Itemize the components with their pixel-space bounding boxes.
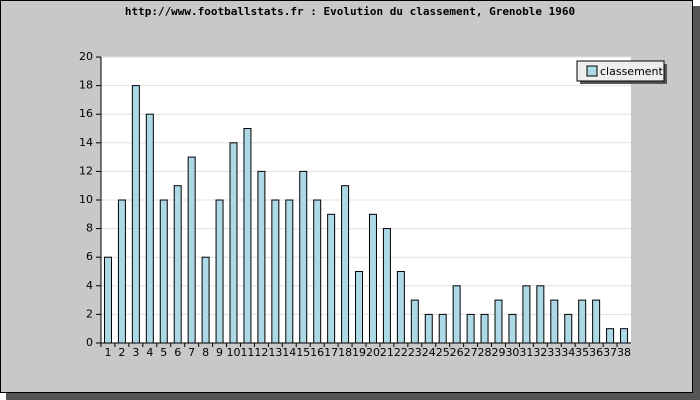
- bar: [466, 313, 475, 344]
- bar: [578, 299, 587, 344]
- x-tick-label: 35: [575, 346, 589, 359]
- x-tick-label: 8: [202, 346, 209, 359]
- x-tick-label: 26: [450, 346, 464, 359]
- legend-box: [576, 60, 665, 82]
- x-tick-label: 4: [146, 346, 153, 359]
- x-tick-label: 5: [160, 346, 167, 359]
- bar: [550, 299, 559, 344]
- bar: [396, 271, 405, 344]
- x-tick-label: 12: [254, 346, 268, 359]
- bar: [285, 199, 294, 344]
- x-tick-label: 29: [492, 346, 506, 359]
- bar: [606, 328, 615, 344]
- bar: [494, 299, 503, 344]
- y-tick-label: 16: [79, 107, 93, 120]
- bar: [410, 299, 419, 344]
- bar: [522, 285, 531, 344]
- bar: [536, 285, 545, 344]
- x-tick-label: 1: [104, 346, 111, 359]
- bar: [313, 199, 322, 344]
- x-tick-label: 19: [352, 346, 366, 359]
- bar: [299, 170, 308, 344]
- x-tick-label: 3: [132, 346, 139, 359]
- y-tick-label: 2: [86, 307, 93, 320]
- x-tick-label: 27: [464, 346, 478, 359]
- y-tick-label: 18: [79, 79, 93, 92]
- bar: [159, 199, 168, 344]
- y-tick-label: 8: [86, 222, 93, 235]
- x-tick-label: 31: [519, 346, 533, 359]
- bar: [452, 285, 461, 344]
- bar: [592, 299, 601, 344]
- y-tick-label: 20: [79, 50, 93, 63]
- x-tick-label: 10: [227, 346, 241, 359]
- x-tick-label: 25: [436, 346, 450, 359]
- x-tick-label: 17: [324, 346, 338, 359]
- x-tick-label: 32: [533, 346, 547, 359]
- bar: [187, 156, 196, 344]
- bar: [215, 199, 224, 344]
- x-tick-label: 2: [118, 346, 125, 359]
- bar: [368, 213, 377, 344]
- bar: [620, 328, 629, 344]
- bar: [201, 256, 210, 344]
- x-tick-label: 34: [561, 346, 575, 359]
- bar: [355, 271, 364, 344]
- x-tick-label: 23: [408, 346, 422, 359]
- x-tick-label: 20: [366, 346, 380, 359]
- x-tick-label: 24: [422, 346, 436, 359]
- bar: [117, 199, 126, 344]
- x-tick-label: 22: [394, 346, 408, 359]
- y-tick-label: 6: [86, 250, 93, 263]
- x-tick-label: 18: [338, 346, 352, 359]
- y-tick-label: 14: [79, 136, 93, 149]
- x-tick-label: 21: [380, 346, 394, 359]
- legend-label: classement: [600, 65, 664, 78]
- y-tick-label: 10: [79, 193, 93, 206]
- x-tick-label: 37: [603, 346, 617, 359]
- bar: [229, 142, 238, 344]
- x-tick-label: 15: [296, 346, 310, 359]
- bar: [131, 85, 140, 344]
- bar: [438, 313, 447, 344]
- x-tick-label: 38: [617, 346, 631, 359]
- bar: [382, 228, 391, 344]
- x-tick-label: 36: [589, 346, 603, 359]
- y-tick-label: 0: [86, 336, 93, 349]
- bar: [173, 185, 182, 344]
- x-tick-label: 9: [216, 346, 223, 359]
- legend-swatch: [586, 65, 598, 77]
- bar: [341, 185, 350, 344]
- y-tick-label: 4: [86, 279, 93, 292]
- x-tick-label: 7: [188, 346, 195, 359]
- x-tick-label: 6: [174, 346, 181, 359]
- bar: [145, 113, 154, 344]
- bar: [103, 256, 112, 344]
- bar: [327, 213, 336, 344]
- bar: [480, 313, 489, 344]
- bar: [243, 128, 252, 344]
- x-tick-label: 14: [282, 346, 296, 359]
- bar: [271, 199, 280, 344]
- x-tick-label: 13: [268, 346, 282, 359]
- bar: [564, 313, 573, 344]
- bar: [424, 313, 433, 344]
- y-tick-label: 12: [79, 164, 93, 177]
- bar: [508, 313, 517, 344]
- x-tick-label: 16: [310, 346, 324, 359]
- x-tick-label: 33: [547, 346, 561, 359]
- bar: [257, 170, 266, 344]
- x-tick-label: 30: [505, 346, 519, 359]
- x-tick-label: 28: [478, 346, 492, 359]
- x-tick-label: 11: [240, 346, 254, 359]
- chart-title: http://www.footballstats.fr : Evolution …: [125, 5, 575, 18]
